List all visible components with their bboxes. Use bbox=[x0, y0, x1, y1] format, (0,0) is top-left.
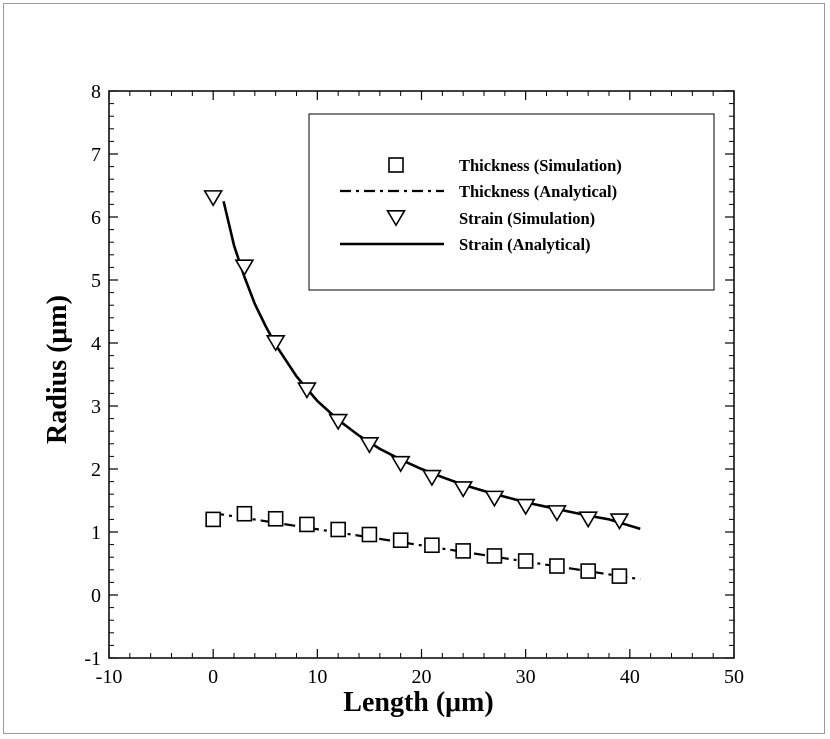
x-tick-label: -10 bbox=[96, 666, 123, 688]
y-tick-label: 1 bbox=[91, 522, 101, 544]
y-axis-title: Radius (μm) bbox=[42, 295, 73, 444]
strain-simulation-point bbox=[515, 498, 536, 516]
legend-symbol-square bbox=[388, 157, 404, 173]
strain-simulation-point bbox=[328, 413, 349, 431]
thickness-simulation-point bbox=[580, 563, 596, 579]
strain-simulation-point bbox=[234, 259, 255, 277]
y-tick-label: 0 bbox=[91, 585, 101, 607]
y-tick-label: 5 bbox=[91, 270, 101, 292]
strain-simulation-point bbox=[484, 490, 505, 508]
thickness-simulation-point bbox=[236, 505, 253, 522]
thickness-simulation-point bbox=[424, 537, 440, 554]
x-tick-label: 0 bbox=[208, 666, 218, 688]
thickness-simulation-point bbox=[361, 526, 378, 543]
legend-symbol-triangle bbox=[386, 209, 406, 227]
thickness-simulation-point bbox=[486, 548, 503, 564]
legend-label: Strain (Analytical) bbox=[459, 235, 591, 254]
thickness-simulation-point bbox=[611, 568, 628, 584]
strain-simulation-point bbox=[359, 437, 380, 454]
y-tick-label: 3 bbox=[91, 396, 101, 418]
strain-simulation-point bbox=[390, 455, 411, 473]
y-tick-label: 4 bbox=[91, 333, 101, 355]
x-tick-label: 40 bbox=[620, 666, 640, 688]
legend-label: Strain (Simulation) bbox=[459, 209, 595, 228]
strain-simulation-point bbox=[265, 334, 286, 352]
strain-simulation-point bbox=[297, 382, 317, 400]
y-tick-label: -1 bbox=[84, 648, 101, 670]
strain-simulation-point bbox=[453, 481, 474, 498]
x-tick-label: 30 bbox=[516, 666, 536, 688]
x-axis-title: Length (μm) bbox=[343, 687, 493, 718]
strain-simulation-point bbox=[422, 469, 442, 487]
x-tick-label: 50 bbox=[724, 666, 744, 688]
strain-simulation-point bbox=[609, 513, 630, 531]
legend-box bbox=[308, 113, 715, 291]
figure-frame: -10 0 10 20 30 40 50 -1 0 1 2 3 4 5 6 7 8 Thickness (Sim… bbox=[3, 3, 825, 734]
thickness-simulation-point bbox=[330, 521, 346, 538]
y-tick-label: 7 bbox=[91, 144, 101, 166]
legend-label: Thickness (Simulation) bbox=[459, 156, 622, 175]
thickness-simulation-point bbox=[267, 510, 284, 527]
y-tick-label: 2 bbox=[91, 459, 101, 481]
thickness-simulation-point bbox=[205, 511, 221, 528]
y-tick-label: 6 bbox=[91, 207, 101, 229]
x-tick-label: 10 bbox=[307, 666, 327, 688]
thickness-simulation-point bbox=[299, 516, 315, 533]
strain-simulation-point bbox=[203, 190, 224, 207]
thickness-simulation-point bbox=[455, 543, 471, 559]
thickness-simulation-point bbox=[517, 553, 534, 569]
y-tick-label: 8 bbox=[91, 81, 101, 103]
strain-simulation-point bbox=[547, 505, 567, 522]
legend-label: Thickness (Analytical) bbox=[459, 182, 617, 201]
thickness-simulation-point bbox=[392, 532, 409, 548]
thickness-simulation-point bbox=[549, 558, 565, 574]
strain-simulation-point bbox=[578, 511, 599, 529]
x-tick-label: 20 bbox=[412, 666, 432, 688]
